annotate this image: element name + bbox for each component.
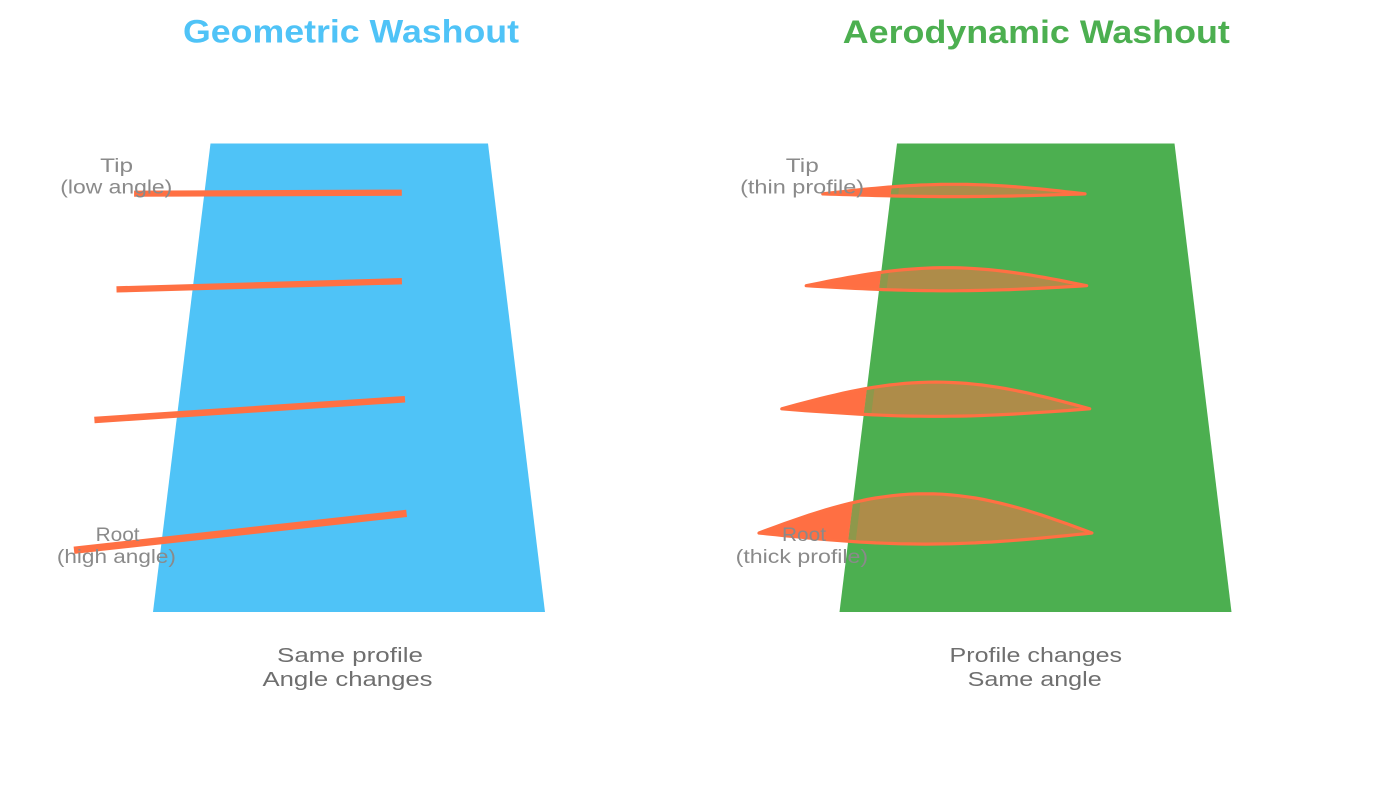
svg-text:Root: Root xyxy=(782,525,827,546)
svg-text:Profile changes: Profile changes xyxy=(950,644,1123,667)
svg-text:(thick profile): (thick profile) xyxy=(736,547,869,568)
svg-text:(thin profile): (thin profile) xyxy=(740,177,864,198)
svg-text:(high angle): (high angle) xyxy=(57,547,176,568)
svg-text:Geometric Washout: Geometric Washout xyxy=(183,14,519,50)
svg-text:Root: Root xyxy=(96,525,141,546)
svg-text:Same angle: Same angle xyxy=(968,668,1102,691)
svg-text:Angle changes: Angle changes xyxy=(263,668,433,691)
svg-text:(low angle): (low angle) xyxy=(60,177,172,198)
svg-text:Aerodynamic Washout: Aerodynamic Washout xyxy=(843,14,1230,50)
svg-text:Same profile: Same profile xyxy=(277,644,423,667)
svg-text:Tip: Tip xyxy=(100,156,133,177)
svg-text:Tip: Tip xyxy=(786,156,819,177)
